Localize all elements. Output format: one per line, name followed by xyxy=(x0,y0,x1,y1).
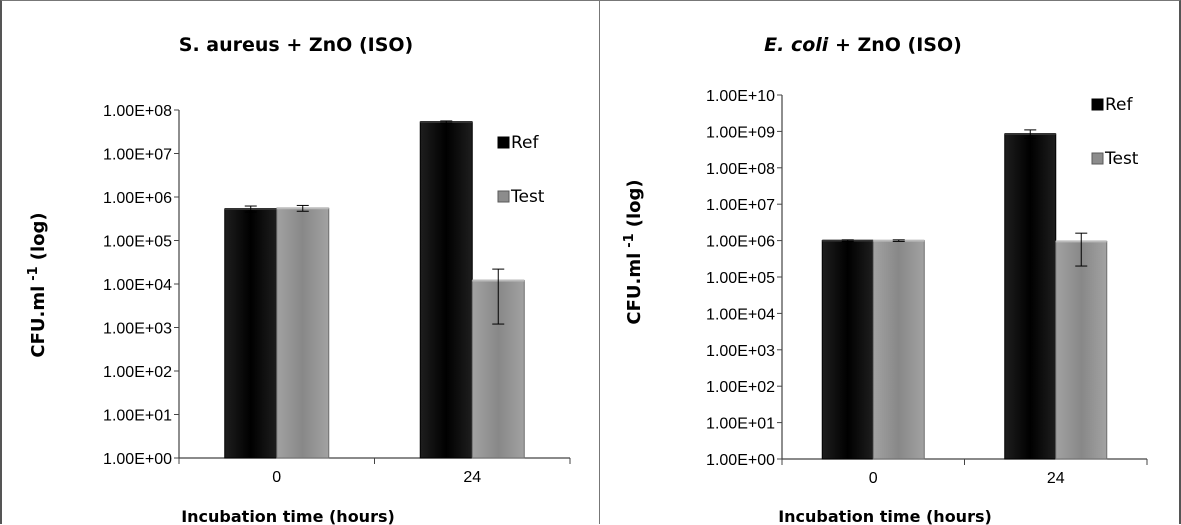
bar-test-0 xyxy=(872,240,925,460)
y-tick-label: 1.00E+07 xyxy=(103,147,172,164)
bar-test-24 xyxy=(1055,240,1108,460)
y-tick-label: 1.00E+06 xyxy=(103,190,172,207)
y-tick-label: 1.00E+02 xyxy=(103,364,172,381)
y-axis-title-main: CFU.ml xyxy=(28,286,49,358)
y-axis-title: CFU.ml -1 (log) xyxy=(622,179,645,324)
y-axis-title: CFU.ml -1 (log) xyxy=(26,212,49,357)
y-tick-label: 1.00E+03 xyxy=(103,321,172,338)
chart-s-aureus: S. aureus + ZnO (ISO) 1.00E+00 1.00E+01 1.0… xyxy=(26,34,571,525)
bar-ref-0 xyxy=(821,240,874,460)
chart-title-part: E. coli xyxy=(764,34,829,56)
bar-ref-0 xyxy=(224,208,278,459)
y-tick-label: 1.00E+04 xyxy=(706,306,775,323)
y-tick-label: 1.00E+05 xyxy=(706,270,775,287)
chart-title-part: S. aureus + ZnO (ISO) xyxy=(179,34,413,56)
bar-test-0 xyxy=(276,207,330,459)
x-tick-label: 0 xyxy=(869,470,878,487)
bar-ref-24 xyxy=(1004,133,1057,460)
legend-label-test: Test xyxy=(510,187,545,207)
y-tick-label: 1.00E+09 xyxy=(706,124,775,141)
chart-e-coli: E. coli + ZnO (ISO) 1.00E+00 1.00E+01 1.00E… xyxy=(622,34,1148,525)
y-tick-label: 1.00E+03 xyxy=(706,343,775,360)
x-axis-title: Incubation time (hours) xyxy=(778,507,992,525)
chart-panel-s-aureus: S. aureus + ZnO (ISO) 1.00E+00 1.00E+01 1.0… xyxy=(0,0,600,525)
y-axis-title-main: CFU.ml xyxy=(624,253,645,325)
y-tick-label: 1.00E+02 xyxy=(706,379,775,396)
y-tick-label: 1.00E+04 xyxy=(103,277,172,294)
y-tick-label: 1.00E+00 xyxy=(103,451,172,468)
y-tick-label: 1.00E+08 xyxy=(706,161,775,178)
chart-title: S. aureus + ZnO (ISO) xyxy=(179,34,413,56)
y-axis-title-tail: (log) xyxy=(624,179,645,227)
legend-swatch-ref xyxy=(1091,98,1104,111)
y-tick-label: 1.00E+07 xyxy=(706,197,775,214)
y-tick-label: 1.00E+08 xyxy=(103,103,172,120)
y-axis-title-tail: (log) xyxy=(28,212,49,260)
bar-ref-24 xyxy=(419,121,473,459)
x-tick-label: 0 xyxy=(272,469,281,486)
y-tick-label: 1.00E+05 xyxy=(103,234,172,251)
y-tick-label: 1.00E+00 xyxy=(706,452,775,469)
y-tick-label: 1.00E+10 xyxy=(706,88,775,105)
chart-title-part: + ZnO (ISO) xyxy=(828,34,962,56)
legend-label-ref: Ref xyxy=(511,133,540,153)
x-tick-label: 24 xyxy=(463,469,481,486)
legend-swatch-test xyxy=(497,190,510,203)
chart-panel-e-coli: E. coli + ZnO (ISO) 1.00E+00 1.00E+01 1.00E… xyxy=(600,0,1181,525)
x-axis-title: Incubation time (hours) xyxy=(181,507,395,525)
legend-label-ref: Ref xyxy=(1105,95,1134,115)
y-tick-label: 1.00E+01 xyxy=(706,416,775,433)
x-tick-label: 24 xyxy=(1047,470,1065,487)
y-tick-label: 1.00E+06 xyxy=(706,234,775,251)
chart-title: E. coli + ZnO (ISO) xyxy=(764,34,962,56)
legend-swatch-test xyxy=(1091,152,1104,165)
y-axis-title-superscript: -1 xyxy=(26,266,41,280)
y-axis-title-superscript: -1 xyxy=(622,233,637,247)
legend-swatch-ref xyxy=(497,136,510,149)
y-tick-label: 1.00E+01 xyxy=(103,408,172,425)
legend-label-test: Test xyxy=(1104,149,1139,169)
